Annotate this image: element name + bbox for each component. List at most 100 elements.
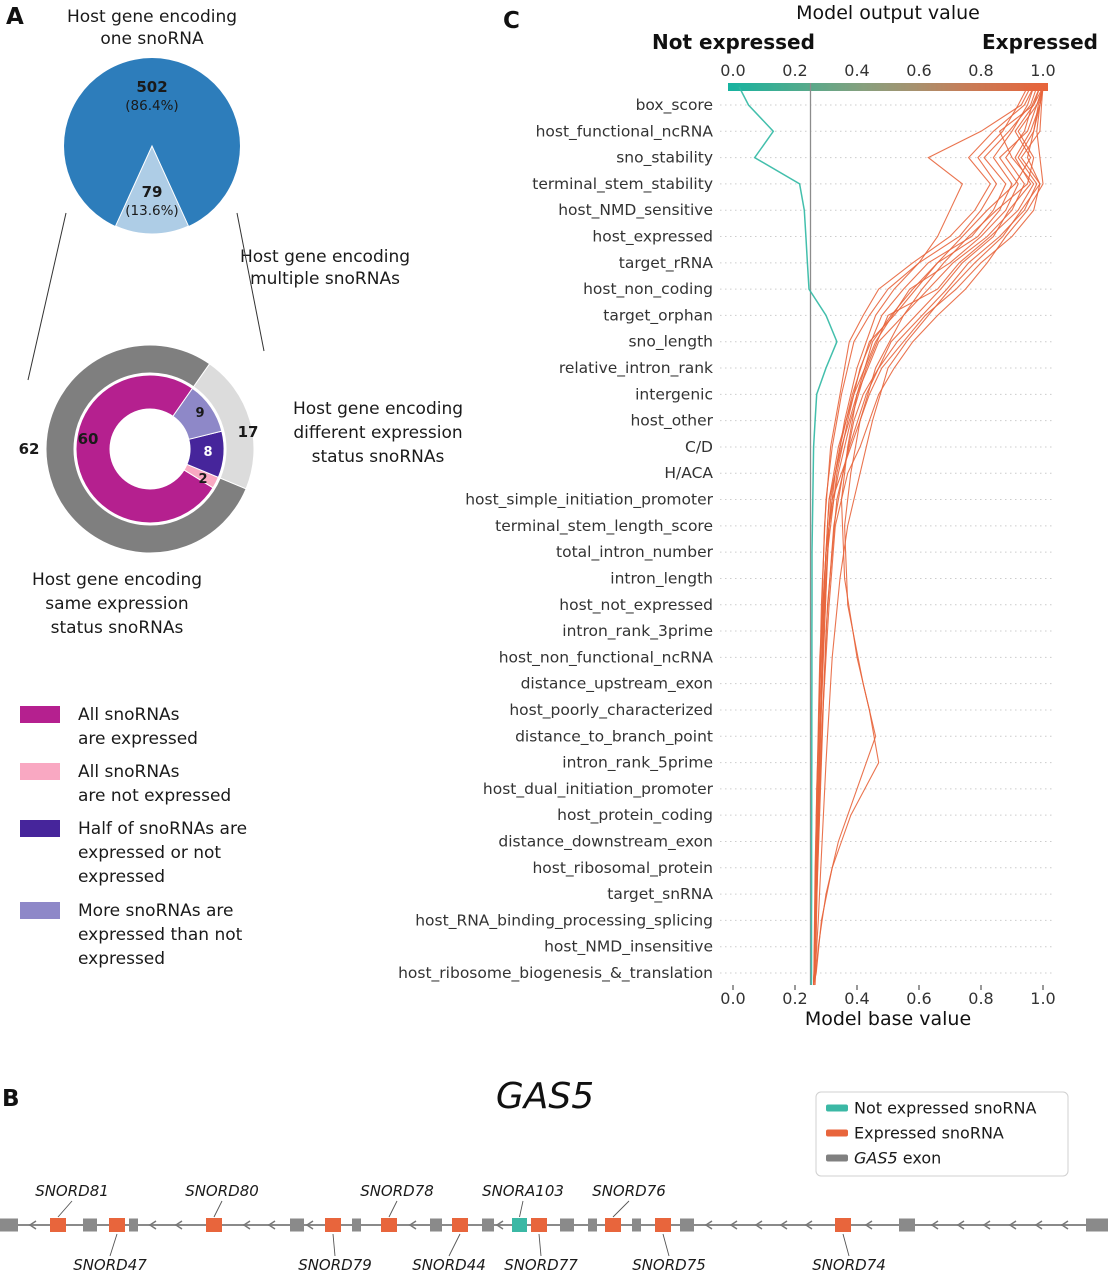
strand-direction-arrow-icon (1034, 1220, 1043, 1230)
gas5-exon-box (680, 1218, 694, 1232)
bottom-axis-tick: 1.0 (1030, 989, 1055, 1008)
donut-value-2: 2 (198, 472, 207, 487)
decision-line-expressed-snoRNAs (813, 86, 1044, 986)
bottom-axis-tick: 0.8 (968, 989, 993, 1008)
feature-label: distance_downstream_exon (498, 832, 713, 851)
decision-line-expressed-snoRNAs (813, 86, 1044, 986)
feature-label: host_functional_ncRNA (536, 122, 714, 141)
model-base-value-label: Model base value (804, 1008, 972, 1030)
gas5-exon-box (352, 1218, 361, 1232)
gas5-exon-box (290, 1218, 304, 1232)
legend-swatch-expressed (20, 706, 60, 723)
label-connector (662, 1233, 670, 1257)
feature-label: target_snRNA (607, 885, 713, 904)
label-connector (332, 1233, 336, 1257)
donut-inner-expressed (75, 374, 214, 524)
snorna-box-snord79 (325, 1218, 341, 1232)
model-output-title: Model output value (796, 2, 980, 24)
legend-a-label-line: expressed (78, 949, 165, 969)
feature-label: C/D (685, 438, 713, 456)
strand-direction-arrow-icon (754, 1220, 763, 1230)
same-status-label-line: status snoRNAs (51, 618, 184, 638)
gas5-exon-box (430, 1218, 442, 1232)
bottom-axis-tick: 0.6 (906, 989, 931, 1008)
snorna-box-snord81 (50, 1218, 66, 1232)
donut-value-8: 8 (203, 445, 212, 460)
panel-b-label: B (2, 1086, 20, 1112)
snorna-label-snord44: SNORD44 (412, 1256, 486, 1274)
donut-value-9: 9 (195, 406, 204, 421)
decision-line-expressed-snoRNAs (813, 86, 1041, 986)
feature-label: relative_intron_rank (559, 359, 713, 378)
feature-label: host_non_functional_ncRNA (499, 648, 714, 667)
legend-swatch-half (20, 820, 60, 837)
gene-legend-box (815, 1091, 1069, 1177)
feature-label: distance_upstream_exon (521, 675, 713, 694)
same-status-label-line: Host gene encoding (32, 570, 202, 590)
snorna-label-snord81: SNORD81 (35, 1182, 109, 1200)
pie-value-502: 502 (136, 78, 167, 96)
donut-inner-half (186, 430, 225, 478)
snorna-label-snord76: SNORD76 (592, 1182, 666, 1200)
legend-a-label-line: expressed than not (78, 925, 243, 945)
strand-direction-arrow-icon (242, 1220, 251, 1230)
label-connector (109, 1233, 118, 1257)
strand-direction-arrow-icon (956, 1220, 965, 1230)
bottom-axis-tick: 0.0 (720, 989, 745, 1008)
decision-line-expressed-snoRNAs (813, 86, 1038, 986)
donut-inner-not-expressed (183, 463, 220, 489)
snorna-box-snord44 (452, 1218, 468, 1232)
feature-label: intron_length (610, 569, 713, 588)
bottom-axis-tick: 0.4 (844, 989, 869, 1008)
expressed-header: Expressed (982, 30, 1098, 54)
donut-value-60: 60 (78, 430, 99, 448)
gene-legend-swatch (826, 1154, 848, 1162)
feature-label: intron_rank_5prime (562, 754, 713, 773)
feature-label: target_orphan (603, 306, 713, 325)
gene-legend-label: Expressed snoRNA (854, 1124, 1004, 1143)
legend-a-label-line: Half of snoRNAs are (78, 819, 247, 839)
top-axis-tick: 0.6 (906, 61, 931, 80)
legend-a-label-line: More snoRNAs are (78, 901, 234, 921)
strand-direction-arrow-icon (148, 1220, 157, 1230)
pie-pct-79: (13.6%) (125, 203, 178, 219)
decision-line-expressed-snoRNAs (813, 86, 1044, 986)
snorna-box-snord78 (381, 1218, 397, 1232)
gas5-exon-box (129, 1218, 138, 1232)
feature-label: terminal_stem_stability (532, 175, 713, 194)
panel-a-label: A (6, 4, 24, 30)
zoom-connector-left (27, 212, 67, 381)
feature-label: host_non_coding (583, 280, 713, 299)
zoom-connector-right (236, 212, 265, 352)
feature-label: host_not_expressed (559, 596, 713, 615)
diff-status-label-line: different expression (293, 423, 462, 443)
strand-direction-arrow-icon (704, 1220, 713, 1230)
strand-direction-arrow-icon (495, 1220, 504, 1230)
strand-direction-arrow-icon (982, 1220, 991, 1230)
decision-line-not-expressed-snoRNA (738, 86, 838, 986)
gene-legend-swatch (826, 1129, 848, 1137)
decision-line-expressed-snoRNAs (813, 86, 1035, 986)
multi-snorna-label-line: multiple snoRNAs (250, 269, 400, 289)
diff-status-label-line: Host gene encoding (293, 399, 463, 419)
feature-label: H/ACA (664, 464, 713, 482)
donut-value-17: 17 (238, 423, 259, 441)
feature-label: host_NMD_sensitive (558, 201, 713, 220)
decision-line-expressed-snoRNAs (813, 86, 1044, 986)
legend-swatch-more (20, 902, 60, 919)
top-axis-tick: 1.0 (1030, 61, 1055, 80)
panel-b-gene-diagram: SNORD81 SNORD47 SNORD80 SNORD79 SNORD78 SNORD… (0, 1091, 1108, 1274)
donut-outer-same (45, 344, 247, 554)
feature-label: sno_stability (616, 149, 713, 168)
gas5-exon-box (588, 1218, 597, 1232)
strand-direction-arrow-icon (408, 1220, 417, 1230)
label-connector (448, 1233, 461, 1257)
gas5-exon-box (1086, 1218, 1108, 1232)
model-output-colorbar (728, 83, 1048, 91)
snorna-label-snord78: SNORD78 (360, 1182, 434, 1200)
feature-label: host_dual_initiation_promoter (483, 780, 714, 799)
feature-label: target_rRNA (619, 254, 714, 273)
snorna-label-snord74: SNORD74 (812, 1256, 886, 1274)
